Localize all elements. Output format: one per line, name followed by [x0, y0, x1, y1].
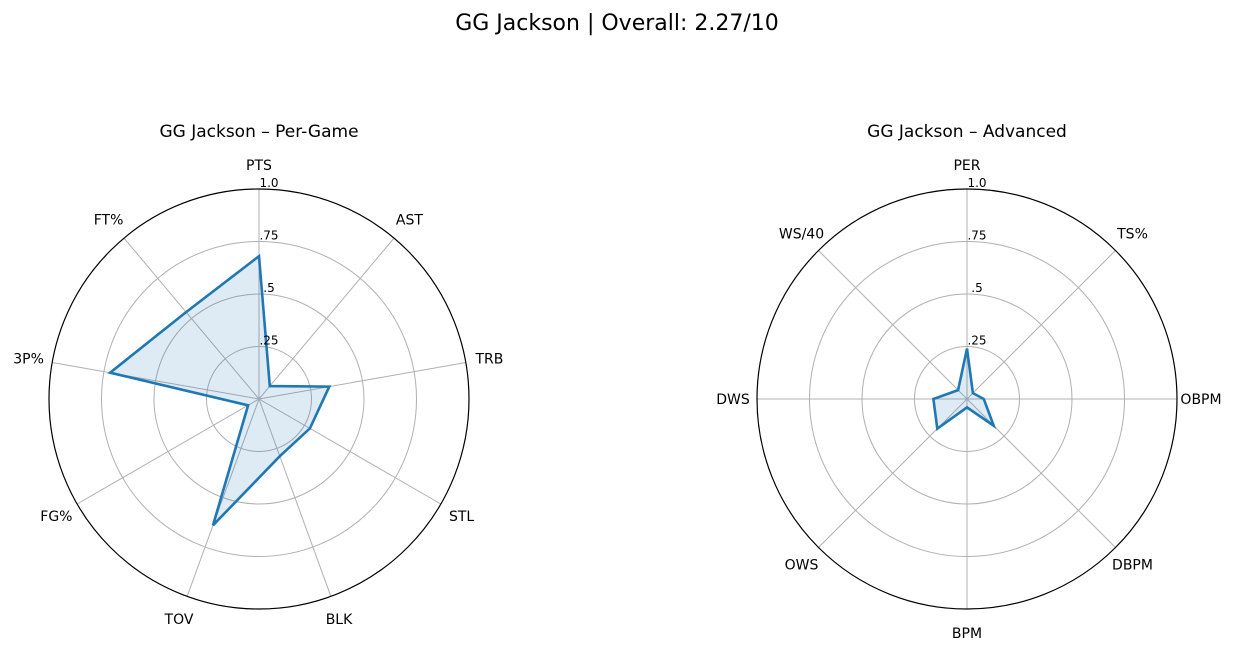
grid-spoke	[258, 362, 466, 400]
axis-label-tov: TOV	[164, 612, 194, 628]
grid-spoke	[966, 250, 1116, 400]
panel-title: GG Jackson – Per-Game	[159, 122, 358, 142]
axis-label-blk: BLK	[326, 612, 353, 628]
radar-panel-advanced: GG Jackson – Advanced PER TS% OBPM DBPM BPM O…	[716, 122, 1221, 642]
grid-spoke	[186, 398, 260, 597]
series-line	[931, 348, 997, 432]
radial-tick-label: .5	[263, 281, 274, 295]
grid-spoke	[258, 398, 442, 505]
axis-label-ft-pct: FT%	[94, 213, 124, 229]
grid-spoke	[123, 237, 260, 400]
panel-title: GG Jackson – Advanced	[867, 122, 1067, 142]
grid-spoke	[258, 237, 395, 400]
axis-label-per: PER	[953, 158, 980, 174]
radial-tick-label: .75	[259, 229, 278, 243]
axis-label-ows: OWS	[785, 558, 819, 574]
axis-label-obpm: OBPM	[1180, 392, 1221, 408]
polar-frame	[48, 188, 470, 610]
axis-label-ast: AST	[396, 213, 423, 229]
axis-label-fg-pct: FG%	[40, 509, 72, 525]
axis-label-3p-pct: 3P%	[13, 351, 44, 367]
axis-label-ws-per-40: WS/40	[779, 227, 824, 243]
axis-label-dbpm: DBPM	[1112, 558, 1153, 574]
radar-panel-per-game: GG Jackson – Per-Game PTS AST TRB STL BLK TOV…	[13, 122, 503, 628]
series-area	[110, 256, 330, 526]
radial-tick-label: .25	[259, 334, 278, 348]
radial-tick-label: 1.0	[259, 176, 278, 190]
axis-label-pts: PTS	[246, 158, 272, 174]
radial-tick-label: .75	[967, 229, 986, 243]
grid-spoke	[52, 362, 260, 400]
grid-spoke	[258, 398, 332, 597]
series-area	[933, 348, 994, 429]
series-line	[107, 253, 332, 527]
grid-spoke	[818, 250, 968, 400]
axis-label-stl: STL	[449, 509, 474, 525]
radial-tick-label: .5	[971, 281, 982, 295]
radial-tick-label: 1.0	[967, 176, 986, 190]
figure-title: GG Jackson | Overall: 2.27/10	[455, 11, 779, 36]
axis-label-trb: TRB	[474, 351, 503, 367]
axis-label-ts-pct: TS%	[1116, 227, 1148, 243]
polar-frame	[756, 188, 1178, 610]
grid-spoke	[76, 398, 260, 505]
axis-label-bpm: BPM	[952, 626, 982, 642]
axis-label-dws: DWS	[716, 392, 750, 408]
radial-tick-label: .25	[967, 334, 986, 348]
